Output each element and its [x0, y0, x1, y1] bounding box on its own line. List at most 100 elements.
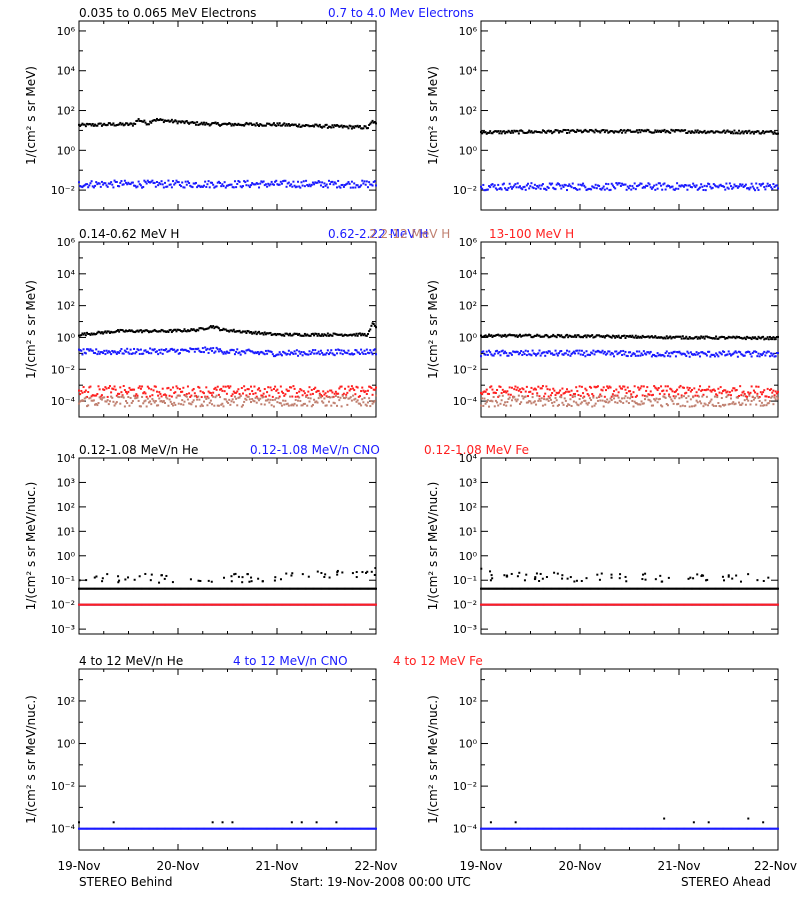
data-point	[516, 603, 519, 606]
data-point	[285, 388, 288, 391]
data-point	[88, 122, 91, 125]
y-tick-label: 10⁶	[57, 236, 76, 249]
data-point	[666, 184, 669, 187]
data-point	[650, 131, 653, 134]
data-point	[110, 603, 113, 606]
data-point	[649, 390, 652, 393]
data-point	[128, 182, 131, 185]
data-point	[571, 394, 574, 397]
data-point	[227, 184, 230, 187]
data-point	[619, 400, 622, 403]
data-point	[596, 385, 599, 388]
data-point	[169, 120, 172, 123]
data-point	[190, 587, 193, 590]
data-point	[288, 332, 291, 335]
data-point	[588, 385, 591, 388]
data-point	[767, 587, 770, 590]
data-point	[134, 184, 137, 187]
data-point	[508, 603, 511, 606]
data-point	[725, 396, 728, 399]
data-point	[645, 335, 648, 338]
data-point	[585, 402, 588, 405]
data-point	[595, 187, 598, 190]
data-point	[630, 130, 633, 133]
data-point	[522, 131, 525, 134]
data-point	[244, 330, 247, 333]
data-point	[222, 385, 225, 388]
data-point	[137, 180, 140, 183]
data-point	[293, 123, 296, 126]
data-point	[264, 395, 267, 398]
data-point	[231, 330, 234, 333]
data-point	[548, 130, 551, 133]
data-point	[339, 125, 342, 128]
data-point	[497, 404, 500, 407]
data-point	[566, 577, 569, 580]
data-point	[743, 587, 746, 590]
data-point	[329, 125, 332, 128]
data-point	[276, 353, 279, 356]
data-point	[309, 397, 312, 400]
data-point	[139, 387, 142, 390]
data-point	[106, 395, 109, 398]
data-point	[626, 386, 629, 389]
data-point	[723, 129, 726, 132]
data-point	[533, 334, 536, 337]
data-point	[100, 394, 103, 397]
data-point	[78, 348, 80, 351]
data-point	[630, 393, 633, 396]
data-point	[685, 131, 688, 134]
data-point	[201, 123, 204, 126]
data-point	[574, 392, 577, 395]
data-point	[616, 353, 619, 356]
data-point	[135, 393, 138, 396]
data-point	[339, 333, 342, 336]
data-point	[705, 131, 708, 134]
data-point	[699, 337, 702, 340]
data-point	[176, 387, 179, 390]
data-point	[632, 391, 635, 394]
data-point	[246, 179, 249, 182]
data-point	[524, 349, 527, 352]
data-point	[158, 391, 161, 394]
data-point	[318, 181, 321, 184]
data-point	[78, 334, 80, 337]
data-point	[567, 603, 570, 606]
data-point	[647, 129, 650, 132]
data-point	[255, 352, 258, 355]
data-point	[642, 573, 645, 576]
data-point	[765, 395, 768, 398]
data-point	[317, 603, 320, 606]
data-point	[141, 395, 144, 398]
data-point	[485, 188, 488, 191]
data-point	[186, 121, 189, 124]
data-point	[594, 587, 597, 590]
data-point	[765, 404, 768, 407]
data-point	[336, 352, 339, 355]
data-point	[524, 188, 527, 191]
data-point	[695, 587, 698, 590]
data-point	[567, 128, 570, 131]
y-tick-label: 10⁻²	[453, 599, 477, 612]
data-point	[229, 385, 232, 388]
data-point	[189, 402, 192, 405]
data-point	[199, 587, 202, 590]
data-point	[275, 397, 278, 400]
data-point	[488, 405, 491, 408]
data-point	[198, 587, 201, 590]
data-point	[308, 183, 311, 186]
data-point	[522, 587, 525, 590]
data-point	[772, 352, 775, 355]
data-point	[498, 587, 501, 590]
data-point	[721, 350, 724, 353]
data-point	[339, 396, 342, 399]
data-point	[531, 603, 534, 606]
data-point	[551, 132, 554, 135]
data-point	[532, 187, 535, 190]
data-point	[332, 332, 335, 335]
data-point	[616, 401, 619, 404]
data-point	[252, 603, 255, 606]
data-point	[174, 182, 177, 185]
data-point	[488, 131, 491, 134]
data-point	[368, 587, 371, 590]
